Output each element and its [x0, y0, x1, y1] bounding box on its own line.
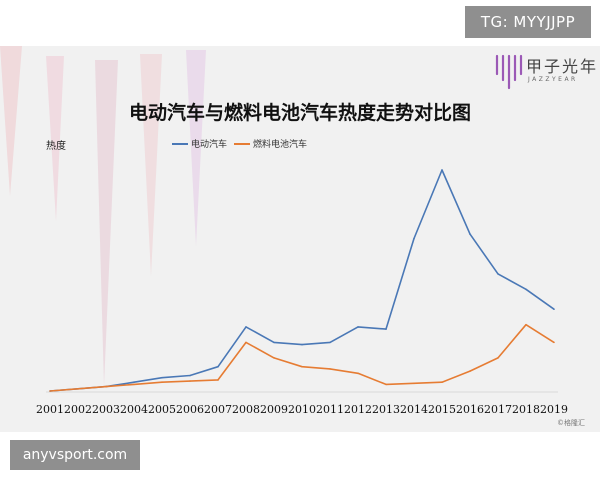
logo-name: 甲子光年 [526, 57, 599, 76]
chart-panel [0, 46, 600, 432]
data-point-ev-2006 [189, 374, 191, 377]
x-tick-label: 2008 [232, 403, 260, 416]
legend-swatch-ev [172, 142, 188, 145]
data-point-fcv-2014 [413, 382, 415, 385]
line-chart: 2001 2002 2003 2004 2005 2006 2007 2008 2009 2010… [36, 169, 568, 416]
legend-label-fcv: 燃料电池汽车 [253, 140, 308, 150]
data-point-ev-2014 [413, 237, 415, 240]
data-point-fcv-2010 [301, 365, 303, 368]
x-tick-label: 2007 [204, 403, 232, 416]
data-point-ev-2004 [133, 381, 135, 383]
x-tick-label: 2012 [344, 403, 372, 416]
y-axis-label: 热度 [46, 141, 66, 152]
data-point-fcv-2003 [105, 385, 107, 388]
data-point-ev-2012 [357, 326, 359, 328]
legend-item-fcv: 燃料电池汽车 [234, 137, 307, 150]
x-tick-label: 2006 [176, 403, 204, 416]
source-note: ©格隆汇 [557, 419, 585, 427]
x-tick-label: 2019 [540, 403, 568, 416]
data-point-ev-2008 [245, 326, 247, 328]
data-point-fcv-2007 [217, 379, 219, 381]
data-point-fcv-2016 [469, 370, 471, 372]
x-tick-label: 2010 [288, 403, 316, 416]
data-point-ev-2007 [217, 365, 219, 368]
series-line-ev [49, 169, 555, 392]
data-point-fcv-2018 [525, 323, 527, 326]
data-point-fcv-2015 [441, 381, 443, 383]
data-point-ev-2010 [301, 343, 303, 346]
legend-swatch-fcv [234, 142, 250, 145]
x-tick-label: 2017 [484, 403, 512, 416]
legend-label-ev: 电动汽车 [191, 140, 228, 150]
x-tick-label: 2009 [260, 403, 288, 416]
x-tick-label: 2011 [316, 403, 344, 416]
data-point-fcv-2019 [553, 341, 555, 344]
x-tick-label: 2003 [92, 403, 120, 416]
data-point-fcv-2008 [245, 341, 247, 344]
decorative-streaks [0, 46, 206, 386]
x-tick-label: 2005 [148, 403, 176, 416]
jazzyear-logo: 甲子光年 JAZZYEAR [492, 52, 596, 92]
data-point-ev-2019 [553, 308, 555, 311]
data-point-ev-2015 [441, 169, 443, 171]
data-point-fcv-2017 [497, 357, 499, 359]
x-tick-label: 2001 [36, 403, 64, 416]
data-point-fcv-2012 [357, 372, 359, 375]
data-point-fcv-2005 [161, 381, 163, 383]
data-point-fcv-2013 [385, 383, 387, 386]
x-tick-label: 2002 [64, 403, 92, 416]
data-point-fcv-2009 [273, 357, 275, 359]
data-point-fcv-2002 [77, 387, 79, 390]
legend-item-ev: 电动汽车 [172, 137, 227, 150]
data-point-fcv-2011 [329, 368, 331, 370]
logo-sub: JAZZYEAR [528, 76, 578, 83]
logo-mark-icon [495, 54, 523, 90]
top-watermark-badge: TG: MYYJJPP [465, 6, 591, 38]
x-tick-label: 2013 [372, 403, 400, 416]
data-point-ev-2018 [525, 288, 527, 291]
x-tick-label: 2004 [120, 403, 148, 416]
data-point-ev-2017 [497, 273, 499, 275]
x-tick-label: 2018 [512, 403, 540, 416]
data-point-ev-2011 [329, 341, 331, 344]
data-point-ev-2005 [161, 376, 163, 379]
bottom-watermark-badge: anyvsport.com [10, 440, 140, 470]
x-tick-label: 2014 [400, 403, 428, 416]
data-point-fcv-2004 [133, 383, 135, 386]
x-tick-label: 2015 [428, 403, 456, 416]
data-point-fcv-2001 [49, 390, 51, 392]
data-point-ev-2013 [385, 328, 387, 330]
data-point-ev-2009 [273, 341, 275, 344]
data-point-ev-2016 [469, 233, 471, 235]
chart-title: 电动汽车与燃料电池汽车热度走势对比图 [128, 102, 471, 124]
data-point-fcv-2006 [189, 380, 191, 382]
series-line-fcv [49, 323, 555, 392]
x-tick-label: 2016 [456, 403, 484, 416]
